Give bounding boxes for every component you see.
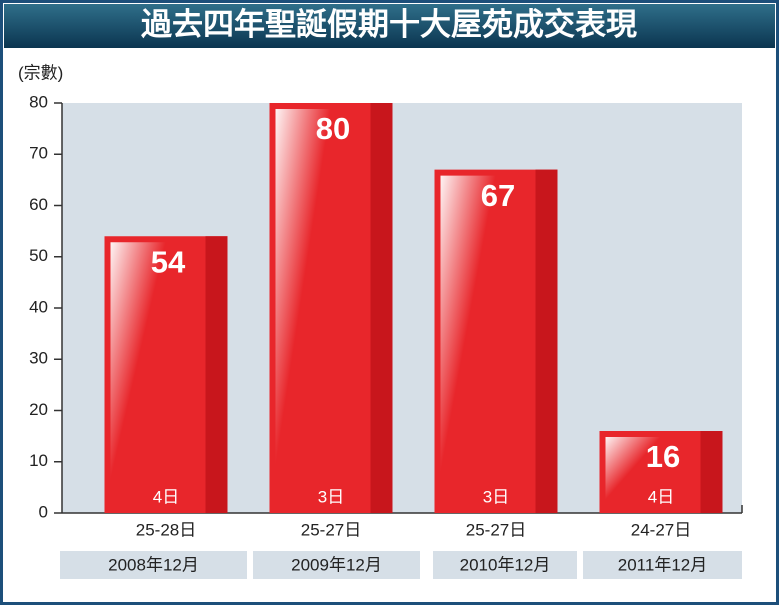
day-count: 4日 (153, 487, 179, 506)
day-count: 3日 (483, 487, 509, 506)
y-tick-label: 10 (29, 451, 48, 470)
bar-shine (440, 175, 502, 507)
y-tick-label: 0 (39, 502, 48, 521)
chart-title: 過去四年聖誕假期十大屋苑成交表現 (141, 7, 637, 42)
bar-shine (275, 109, 337, 507)
bar-shine (605, 437, 667, 507)
period-box (253, 551, 420, 579)
x-tick-label: 25-28日 (136, 520, 196, 539)
value-label: 80 (316, 111, 350, 146)
value-label: 54 (151, 244, 186, 279)
x-tick-label: 25-27日 (301, 520, 361, 539)
y-tick-label: 80 (29, 92, 48, 111)
day-count: 4日 (648, 487, 674, 506)
period-box (583, 551, 742, 579)
y-tick-label: 20 (29, 400, 48, 419)
value-label: 67 (481, 178, 515, 213)
y-tick-label: 50 (29, 246, 48, 265)
period-label: 2008年12月 (108, 555, 199, 574)
period-box (60, 551, 247, 579)
period-label: 2009年12月 (291, 555, 382, 574)
bar-side (205, 236, 228, 513)
day-count: 3日 (318, 487, 344, 506)
value-label: 16 (646, 439, 680, 474)
period-label: 2011年12月 (618, 555, 707, 574)
y-tick-label: 70 (29, 144, 48, 163)
y-tick-label: 60 (29, 195, 48, 214)
bar-side (700, 431, 723, 513)
y-axis-label: (宗數) (18, 63, 63, 82)
bar-side (535, 169, 558, 513)
y-tick-label: 40 (29, 297, 48, 316)
y-tick-label: 30 (29, 349, 48, 368)
period-label: 2010年12月 (460, 555, 551, 574)
x-tick-label: 24-27日 (631, 520, 691, 539)
bar-shine (110, 242, 172, 507)
bar-side (370, 103, 393, 513)
title-bar (4, 4, 775, 48)
period-box (433, 551, 577, 579)
x-tick-label: 25-27日 (466, 520, 526, 539)
